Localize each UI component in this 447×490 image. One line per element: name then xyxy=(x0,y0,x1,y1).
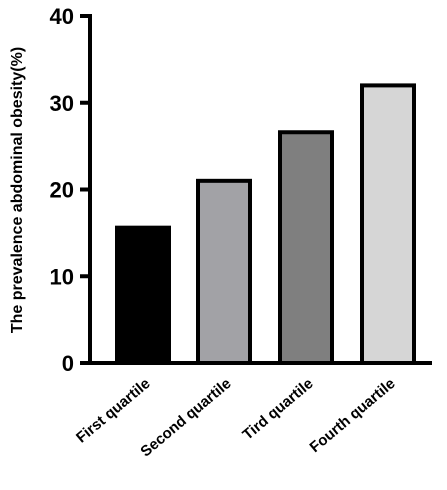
bar xyxy=(360,83,416,366)
x-tick-label: Fourth quartile xyxy=(307,375,399,456)
x-tick-label: Tird quartile xyxy=(239,375,316,444)
x-tick-label: First quartile xyxy=(73,375,154,446)
y-tick-label: 40 xyxy=(50,4,74,29)
bar xyxy=(115,225,171,365)
y-axis-title: The prevalence abdominal obesity(%) xyxy=(9,47,26,333)
y-tick-label: 30 xyxy=(50,91,74,116)
y-tick-label: 20 xyxy=(50,178,74,203)
bar xyxy=(278,130,334,365)
bars-group xyxy=(115,83,416,366)
y-tick-label: 10 xyxy=(50,264,74,289)
bar xyxy=(196,178,252,365)
y-tick-label: 0 xyxy=(62,351,74,376)
y-axis: 0 10 20 30 40 xyxy=(50,4,432,376)
